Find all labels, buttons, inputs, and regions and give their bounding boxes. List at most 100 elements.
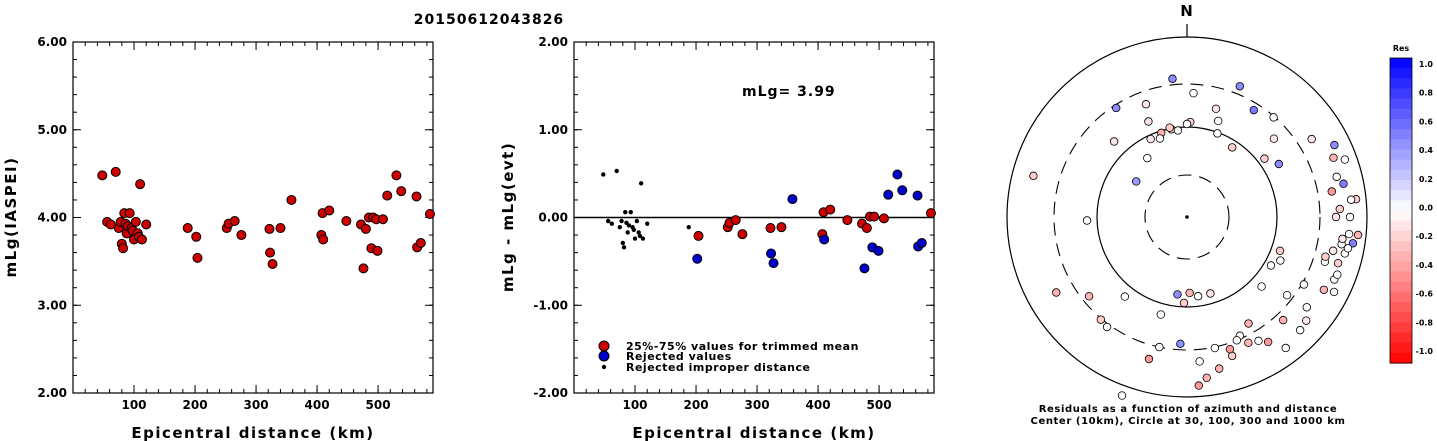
station-magnitude-point	[264, 223, 275, 234]
station-residual-point	[1254, 336, 1263, 346]
y-tick-label: 6.00	[37, 35, 67, 49]
trimmed-mean-point	[878, 213, 889, 224]
station-residual-point	[1345, 212, 1355, 222]
plot1-x-axis-label: Epicentral distance (km)	[131, 424, 374, 441]
trimmed-mean-point	[693, 230, 704, 241]
plot2-x-axis-label: Epicentral distance (km)	[632, 424, 875, 441]
trimmed-mean-point	[842, 215, 853, 226]
trimmed-mean-point	[737, 229, 748, 240]
station-residual-point	[1278, 315, 1288, 325]
colorbar-cell	[1390, 119, 1412, 130]
trimmed-mean-point	[730, 215, 741, 226]
improper-distance-point	[614, 168, 619, 174]
station-magnitude-point	[341, 216, 352, 227]
colorbar-frame	[1389, 57, 1413, 364]
station-residual-point	[1260, 154, 1269, 163]
colorbar-cell	[1390, 180, 1412, 191]
station-magnitude-point	[286, 194, 297, 205]
improper-distance-point	[619, 218, 624, 224]
station-magnitude-point	[236, 230, 247, 241]
station-magnitude-point	[318, 234, 329, 245]
legend-marker-improper-distance	[601, 364, 607, 370]
x-tick-label: 400	[806, 398, 831, 412]
station-residual-point	[1329, 153, 1338, 163]
station-residual-point	[1282, 290, 1292, 300]
improper-distance-point	[625, 230, 630, 235]
station-residual-point	[1185, 288, 1194, 298]
x-tick-label: 400	[305, 398, 330, 412]
trimmed-mean-point	[765, 223, 776, 234]
magnitude-vs-distance-plot: 2.00 3.00 4.00 5.00 6.00 100 200 300 400 500 Epic…	[2, 35, 435, 441]
colorbar-cell	[1390, 352, 1412, 364]
x-tick-label: 200	[183, 398, 208, 412]
station-magnitude-point	[192, 252, 203, 263]
station-residual-point	[1281, 343, 1290, 353]
station-magnitude-point	[182, 223, 193, 234]
residual-colorbar: Res 1.0 0.8 0.6 0.4 0.2 0.0 -0.2 -0.4 -0.6 -0.8 -1…	[1389, 44, 1434, 364]
improper-distance-point	[621, 245, 627, 250]
colorbar-cell	[1390, 190, 1412, 201]
rejected-value-point	[873, 245, 884, 256]
colorbar-label: 0.4	[1419, 146, 1434, 155]
station-residual-point	[1274, 159, 1283, 169]
improper-distance-point	[638, 181, 644, 186]
station-residual-point	[1189, 88, 1198, 98]
colorbar-cell	[1390, 261, 1412, 273]
x-tick-label: 100	[622, 398, 647, 412]
x-tick-label: 500	[366, 398, 391, 412]
station-magnitude-point	[360, 223, 371, 234]
station-residual-point	[1275, 246, 1285, 256]
colorbar-cell	[1390, 88, 1412, 100]
y-tick-label: 0.00	[538, 211, 568, 225]
station-residual-point	[1173, 290, 1182, 299]
station-residual-point	[1202, 373, 1211, 382]
station-residual-point	[1052, 288, 1061, 297]
rejected-value-point	[916, 237, 927, 248]
colorbar-title: Res	[1393, 44, 1410, 53]
station-magnitude-point	[324, 205, 335, 216]
legend-label-trimmed-mean: 25%-75% values for trimmed mean	[626, 340, 859, 353]
station-residual-point	[1244, 338, 1253, 348]
network-magnitude-annotation: mLg= 3.99	[742, 84, 836, 100]
station-residual-point	[1195, 357, 1204, 366]
colorbar-cell	[1390, 68, 1412, 79]
x-tick-label: 200	[684, 398, 709, 412]
rejected-value-point	[892, 169, 903, 180]
station-residual-point	[1179, 298, 1189, 308]
station-magnitude-point	[372, 245, 383, 256]
station-magnitude-point	[358, 263, 369, 274]
polar-circle-300km	[1053, 83, 1321, 351]
station-residual-point	[1249, 105, 1258, 115]
trimmed-mean-point	[869, 211, 880, 222]
station-residual-point	[1206, 289, 1215, 298]
station-residual-point	[1215, 364, 1224, 373]
colorbar-cell	[1390, 58, 1412, 69]
station-residual-point	[1299, 280, 1309, 289]
improper-distance-point	[637, 233, 643, 239]
station-residual-point	[1343, 244, 1353, 253]
polar-caption-line1: Residuals as a function of azimuth and d…	[1039, 404, 1338, 415]
rejected-value-point	[883, 189, 894, 200]
y-tick-label: 2.00	[538, 35, 568, 49]
colorbar-cell	[1390, 78, 1412, 90]
improper-distance-point	[686, 224, 691, 230]
trimmed-mean-point	[825, 204, 836, 215]
plot1-y-axis-label: mLg(IASPEI)	[2, 157, 20, 278]
trimmed-mean-point	[861, 223, 872, 234]
station-residual-point	[1302, 303, 1311, 312]
colorbar-label: -0.4	[1416, 261, 1434, 270]
improper-distance-point	[617, 224, 622, 230]
residual-vs-distance-plot: -2.00 -1.00 0.00 1.00 2.00 100 200 300 400 500 mL…	[499, 35, 936, 441]
colorbar-cell	[1390, 129, 1412, 140]
station-magnitude-point	[136, 234, 147, 245]
station-residual-point	[1132, 177, 1141, 186]
station-residual-point	[1225, 344, 1235, 354]
station-residual-point	[1168, 74, 1177, 83]
colorbar-cell	[1390, 169, 1412, 181]
station-magnitude-point	[275, 223, 286, 234]
station-residual-point	[1340, 155, 1350, 164]
station-residual-point	[1328, 246, 1338, 255]
station-residual-point	[1214, 116, 1223, 126]
station-residual-point	[1193, 292, 1203, 301]
station-residual-point	[1102, 322, 1112, 332]
